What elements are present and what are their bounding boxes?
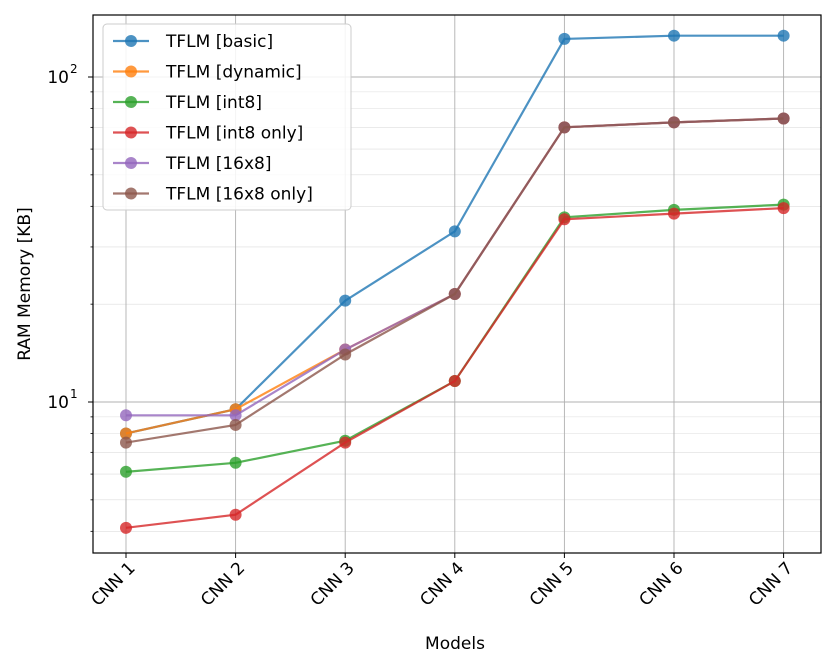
legend-item: TFLM [int8] (113, 93, 262, 113)
y-axis-label: RAM Memory [KB] (15, 207, 35, 360)
data-point (777, 112, 790, 125)
data-point (120, 427, 132, 440)
y-tick-exponent: 2 (70, 62, 78, 76)
legend: TFLM [basic] TFLM [dynamic] TFLM [int8] TFL… (102, 23, 352, 211)
legend-label: TFLM [16x8 only] (165, 185, 313, 205)
data-point (229, 418, 242, 431)
data-point (229, 409, 242, 422)
data-point (558, 121, 571, 134)
legend-item: TFLM [16x8 only] (113, 185, 313, 205)
legend-marker (125, 96, 137, 108)
legend-item: TFLM [int8 only] (113, 124, 303, 144)
legend-label: TFLM [int8 only] (165, 124, 303, 144)
plot-frame (92, 14, 822, 554)
data-point (448, 287, 461, 300)
legend-marker (125, 35, 137, 47)
y-tick-label: 10 (47, 393, 69, 413)
data-point (777, 202, 790, 215)
data-point (668, 29, 680, 42)
series-3 (120, 202, 790, 534)
legend-marker (125, 126, 137, 139)
legend-label: TFLM [int8] (165, 93, 262, 113)
data-point (229, 508, 242, 521)
data-point (120, 409, 132, 422)
data-point (120, 465, 132, 478)
data-point (339, 436, 352, 449)
data-point (339, 348, 352, 361)
legend-label: TFLM [dynamic] (165, 63, 302, 83)
legend-label: TFLM [16x8] (165, 154, 271, 174)
series-lines (120, 29, 790, 534)
data-point (558, 213, 571, 226)
legend-label: TFLM [basic] (165, 32, 273, 52)
legend-item: TFLM [16x8] (113, 154, 271, 174)
legend-item: TFLM [basic] (113, 32, 273, 52)
legend-box (102, 23, 352, 211)
legend-marker (125, 157, 137, 169)
data-point (448, 225, 461, 238)
data-point (120, 436, 132, 449)
series-5 (120, 112, 790, 449)
y-tick-label: 10 (47, 68, 69, 88)
data-point (558, 32, 571, 45)
data-point (668, 207, 680, 220)
data-point (448, 375, 461, 388)
legend-marker (125, 187, 137, 200)
data-point (668, 116, 680, 129)
legend-item: TFLM [dynamic] (113, 63, 302, 83)
data-point (229, 456, 242, 469)
x-axis-label: Models (425, 634, 485, 654)
data-point (339, 294, 352, 307)
legend-marker (125, 65, 137, 78)
data-point (120, 521, 132, 534)
data-point (777, 29, 790, 42)
y-tick-exponent: 1 (70, 387, 78, 401)
